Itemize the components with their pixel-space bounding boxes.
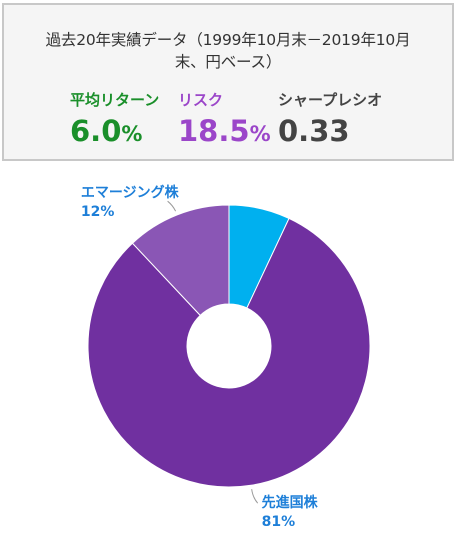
metric-average-return-unit: % bbox=[121, 122, 143, 146]
slice-label-先進国株: 先進国株 81% bbox=[262, 494, 318, 532]
panel-title-line-1: 過去20年実績データ（1999年10月末－2019年10月 bbox=[45, 31, 411, 49]
allocation-chart: 先進国株 81% エマージング株 12% bbox=[0, 168, 462, 534]
slice-label-value: 81% bbox=[261, 514, 296, 530]
metric-sharpe-ratio-label: シャープレシオ bbox=[278, 91, 383, 109]
slice-label-name: 先進国株 bbox=[261, 495, 318, 511]
leader-line bbox=[167, 200, 177, 212]
metric-sharpe-ratio-value: 0.33 bbox=[278, 114, 350, 148]
slice-label-エマージング株: エマージング株 12% bbox=[81, 184, 179, 222]
metric-risk-value-wrap: 18.5% bbox=[178, 113, 271, 152]
slice-label-value: 12% bbox=[80, 204, 115, 221]
metric-sharpe-ratio: シャープレシオ 0.33 bbox=[278, 91, 382, 149]
donut-slices bbox=[87, 204, 371, 488]
metric-risk: リスク 18.5% bbox=[178, 91, 271, 152]
metric-average-return-label: 平均リターン bbox=[70, 91, 160, 109]
donut-slice-先進国株 bbox=[87, 217, 371, 488]
donut-chart-svg bbox=[87, 200, 371, 504]
slice-label-name: エマージング株 bbox=[80, 185, 179, 202]
metric-average-return: 平均リターン 6.0% bbox=[70, 91, 159, 152]
metric-sharpe-ratio-value-wrap: 0.33 bbox=[278, 113, 382, 149]
metric-average-return-value-wrap: 6.0% bbox=[70, 113, 159, 152]
label-leaders bbox=[167, 200, 259, 504]
leader-line bbox=[251, 489, 259, 504]
panel-title: 過去20年実績データ（1999年10月末－2019年10月 末、円ベース） bbox=[4, 29, 452, 73]
metric-risk-label: リスク bbox=[178, 91, 224, 109]
stats-panel: 過去20年実績データ（1999年10月末－2019年10月 末、円ベース） 平均… bbox=[2, 3, 454, 161]
metric-risk-value: 18.5 bbox=[178, 114, 250, 148]
metric-risk-unit: % bbox=[249, 122, 271, 146]
metric-average-return-value: 6.0 bbox=[70, 114, 122, 148]
donut-slice-エマージング株 bbox=[131, 204, 230, 317]
panel-title-line-2: 末、円ベース） bbox=[174, 53, 282, 71]
